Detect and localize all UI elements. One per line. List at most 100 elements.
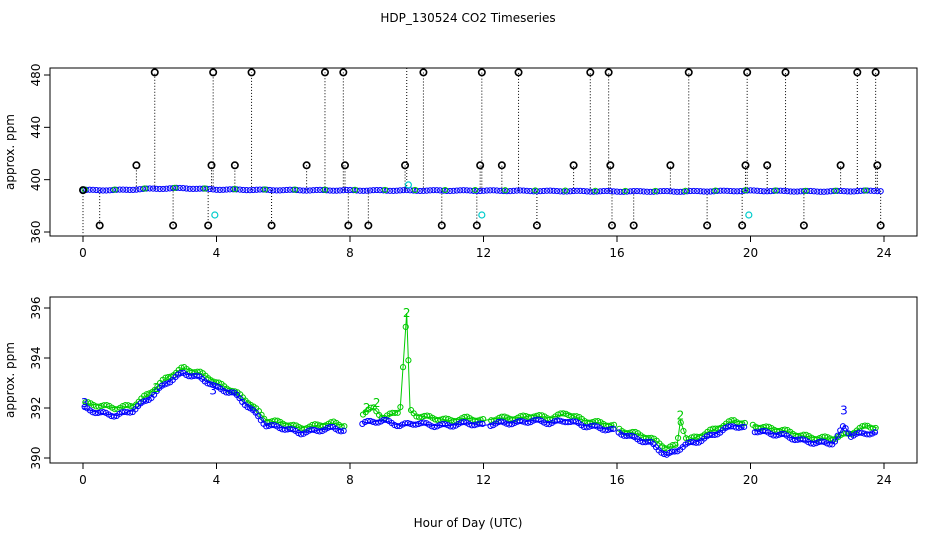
top-spike-point [150,68,159,77]
top-spike-point [607,221,616,230]
top-data-point [303,187,310,194]
top-data-point [133,186,140,193]
top-spike-point [207,161,216,170]
top-data-point [547,187,554,194]
chart-title: HDP_130524 CO2 Timeseries [380,11,555,25]
top-data-point [814,188,821,195]
top-data-point [163,185,170,192]
bottom-data-point [739,420,746,427]
bottom-data-point [818,438,825,445]
bottom-data-point [394,409,401,416]
bottom-data-point [680,427,687,435]
top-data-point [250,186,257,194]
top-data-point-green [141,185,148,192]
top-data-point [640,188,647,195]
bottom-data-point [872,424,879,432]
bottom-data-point [871,429,879,436]
top-spike-point [569,161,578,170]
bottom-data-point [677,419,684,426]
top-spike-point [497,161,506,170]
bottom-data-point [177,370,184,377]
bottom-data-point [297,431,305,438]
top-data-point [824,188,831,195]
top-data-point [750,187,757,194]
bottom-data-point [412,421,419,428]
bottom-data-point [290,421,297,429]
top-data-point [820,188,828,195]
bottom-data-point [669,442,676,449]
bottom-data-point [140,398,147,405]
top-data-point [727,187,734,195]
top-spike-point [302,161,311,170]
bottom-data-point [340,427,347,434]
top-data-point [610,188,617,195]
top-data-point [366,187,374,194]
top-data-point-green [832,187,839,194]
top-spike-point [606,161,615,170]
top-data-point [847,188,854,195]
bottom-data-point [103,401,110,409]
top-data-point [180,185,187,192]
top-data-point-green [592,187,599,194]
bottom-x-tick-label: 16 [609,473,624,487]
top-data-point [246,187,253,194]
bottom-data-point [420,419,427,426]
top-data-point [784,188,791,195]
x-axis-label: Hour of Day (UTC) [414,516,523,530]
bottom-data-point [110,413,118,420]
top-data-point-green [742,187,749,194]
bottom-data-point [266,418,273,426]
top-data-point [517,187,524,194]
top-data-point [427,187,434,194]
bottom-data-point [393,422,401,430]
top-data-point [89,186,97,193]
bottom-data-point [161,381,168,388]
top-spike-point [684,68,693,77]
top-x-tick-label: 4 [213,246,221,260]
bottom-data-point [287,425,294,433]
bottom-data-point [402,323,409,330]
top-data-point [877,188,884,195]
top-data-point [213,186,220,193]
bottom-data-point [474,417,481,424]
bottom-ylabel: approx. ppm [3,342,17,418]
bottom-data-point [207,381,214,388]
top-x-tick-label: 8 [346,246,354,260]
bottom-data-point [501,413,508,420]
top-data-point-green [171,184,178,191]
top-data-point [794,188,801,195]
top-data-point [300,187,307,194]
bottom-data-point [487,422,494,430]
top-data-point-green [411,186,419,194]
top-data-point-green [682,187,689,195]
top-y-tick-label: 360 [29,221,43,244]
bottom-data-point [431,423,438,431]
bottom-data-point [810,440,817,447]
bottom-plot-area: 32 32 222 3 [81,306,879,458]
bottom-data-point [524,419,531,426]
bottom-data-point [506,421,513,428]
bottom-data-point [773,432,780,439]
bottom-data-point [781,426,788,433]
top-data-point [393,187,400,194]
top-spike-point [340,161,349,170]
top-spike-point [876,221,885,230]
top-data-point [523,187,530,194]
top-data-point [754,187,761,194]
top-data-point [280,187,287,194]
top-y-tick-label: 480 [29,64,43,87]
bottom-data-point [741,419,748,427]
top-data-point [463,187,470,194]
bottom-data-point [327,423,334,431]
top-data-point [660,187,667,195]
top-data-point-green [321,186,329,193]
top-x-tick-label: 0 [79,246,87,260]
top-data-point [129,186,137,193]
top-data-point [160,185,167,193]
top-data-point-green [351,186,359,193]
top-x-tick-label: 20 [743,246,758,260]
bottom-series-symbol: 3 [81,396,89,410]
top-data-point [553,187,561,195]
top-data-point [787,188,794,195]
top-data-point [270,187,277,194]
